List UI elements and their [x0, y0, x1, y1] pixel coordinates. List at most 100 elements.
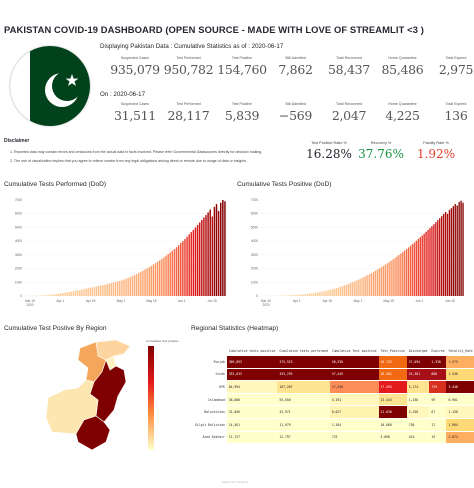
bar[interactable] [198, 222, 201, 296]
bar[interactable] [163, 257, 165, 296]
bar[interactable] [353, 281, 355, 296]
bar[interactable] [452, 206, 454, 296]
bar[interactable] [108, 283, 110, 296]
bar[interactable] [295, 294, 297, 296]
bar[interactable] [287, 295, 289, 296]
bar[interactable] [53, 294, 56, 296]
bar[interactable] [91, 287, 94, 296]
bar[interactable] [442, 214, 445, 296]
bar[interactable] [190, 232, 193, 296]
bar[interactable] [386, 263, 388, 296]
bar[interactable] [396, 256, 398, 296]
bar[interactable] [367, 275, 369, 296]
bar[interactable] [114, 282, 117, 296]
bar[interactable] [382, 265, 385, 296]
bar[interactable] [177, 245, 180, 296]
bar[interactable] [81, 289, 83, 296]
bar[interactable] [182, 241, 184, 296]
bar[interactable] [322, 291, 324, 296]
bar[interactable] [402, 252, 404, 296]
bar[interactable] [43, 295, 45, 296]
bar[interactable] [390, 260, 392, 296]
bar[interactable] [338, 287, 340, 296]
bar[interactable] [62, 292, 64, 296]
bar[interactable] [425, 231, 427, 296]
bar[interactable] [372, 271, 375, 296]
bar[interactable] [186, 236, 188, 296]
bar[interactable] [184, 239, 186, 296]
bar[interactable] [427, 229, 429, 296]
bar[interactable] [154, 263, 157, 296]
bar[interactable] [180, 243, 182, 296]
bar[interactable] [460, 200, 462, 296]
bar[interactable] [85, 288, 87, 296]
bar[interactable] [308, 293, 311, 296]
bar[interactable] [196, 224, 199, 296]
bar[interactable] [334, 288, 336, 296]
bar[interactable] [310, 293, 313, 296]
bar[interactable] [165, 255, 167, 296]
bar[interactable] [125, 278, 127, 296]
bar[interactable] [413, 242, 416, 296]
bar[interactable] [49, 294, 52, 296]
bar[interactable] [330, 289, 332, 296]
bar[interactable] [448, 209, 451, 296]
bar[interactable] [359, 278, 361, 296]
bar[interactable] [51, 294, 54, 296]
bar[interactable] [133, 275, 136, 296]
bar[interactable] [371, 272, 373, 296]
bar[interactable] [127, 277, 129, 296]
bar[interactable] [378, 268, 381, 296]
bar[interactable] [194, 227, 197, 296]
bar[interactable] [394, 257, 396, 296]
bar[interactable] [458, 202, 460, 296]
bar[interactable] [74, 290, 77, 296]
bar[interactable] [437, 220, 439, 296]
bar[interactable] [116, 281, 119, 296]
bar[interactable] [299, 294, 301, 296]
bar[interactable] [415, 240, 418, 296]
bar[interactable] [341, 286, 344, 296]
bar[interactable] [332, 289, 334, 296]
bar[interactable] [343, 285, 346, 296]
bar[interactable] [121, 280, 123, 296]
bar[interactable] [369, 273, 371, 296]
bar[interactable] [312, 293, 315, 296]
bar[interactable] [407, 247, 410, 296]
bar[interactable] [152, 264, 155, 296]
bar[interactable] [306, 293, 309, 296]
bar[interactable] [205, 215, 207, 296]
bar[interactable] [339, 286, 342, 296]
bar[interactable] [171, 250, 174, 296]
bar[interactable] [388, 262, 390, 296]
bar[interactable] [142, 270, 144, 296]
bar[interactable] [314, 292, 317, 296]
bar[interactable] [102, 285, 104, 296]
bar[interactable] [104, 284, 106, 296]
bar[interactable] [411, 244, 414, 296]
bar[interactable] [417, 239, 420, 296]
bar[interactable] [454, 204, 456, 296]
bar[interactable] [112, 282, 115, 296]
bar[interactable] [215, 204, 218, 296]
bar[interactable] [456, 205, 458, 296]
bar[interactable] [173, 249, 176, 296]
bar[interactable] [431, 226, 433, 296]
bar[interactable] [207, 212, 209, 296]
bar[interactable] [406, 248, 408, 296]
bar[interactable] [150, 265, 153, 296]
bar[interactable] [374, 270, 377, 296]
bar[interactable] [161, 258, 163, 296]
bar[interactable] [158, 260, 161, 296]
bar[interactable] [211, 216, 214, 296]
bar[interactable] [224, 201, 226, 296]
bar[interactable] [376, 269, 379, 296]
bar[interactable] [336, 287, 338, 296]
bar[interactable] [83, 289, 85, 296]
bar[interactable] [328, 290, 330, 296]
bar[interactable] [421, 235, 423, 296]
bar[interactable] [433, 224, 435, 296]
bar[interactable] [316, 292, 318, 296]
